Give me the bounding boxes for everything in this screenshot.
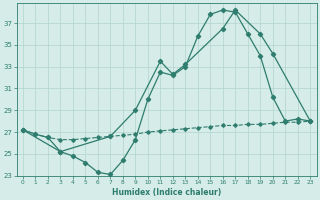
X-axis label: Humidex (Indice chaleur): Humidex (Indice chaleur) [112, 188, 221, 197]
